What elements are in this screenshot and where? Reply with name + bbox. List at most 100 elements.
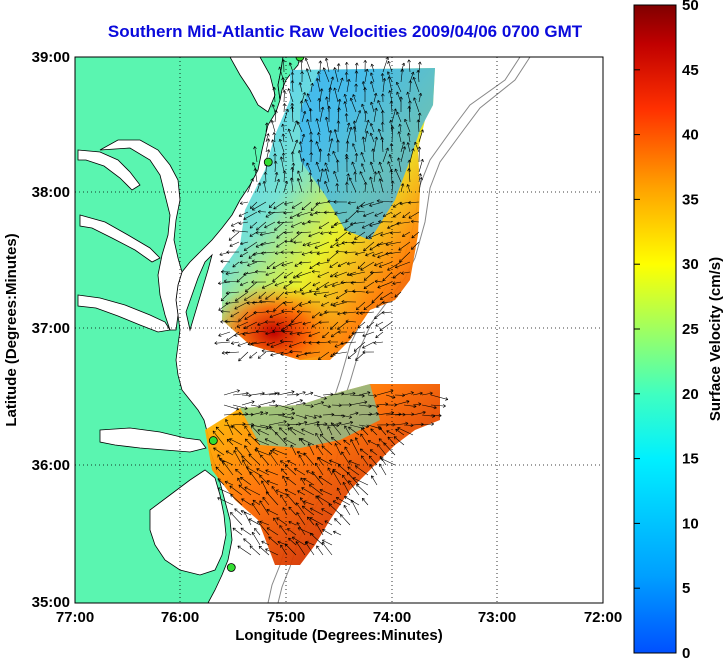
velocity-arrow	[374, 261, 384, 267]
velocity-arrow	[239, 260, 249, 265]
velocity-arrow	[281, 59, 286, 73]
velocity-arrow	[333, 87, 339, 103]
velocity-arrow	[226, 331, 240, 342]
velocity-arrow	[259, 299, 276, 304]
velocity-arrow	[217, 487, 234, 496]
velocity-arrow	[408, 200, 420, 205]
velocity-arrow	[337, 107, 341, 123]
velocity-arrow	[309, 152, 313, 163]
velocity-arrow	[354, 62, 359, 73]
velocity-arrow	[323, 291, 339, 298]
velocity-arrow	[284, 201, 294, 206]
velocity-arrow	[259, 399, 276, 406]
velocity-arrow	[410, 241, 420, 250]
velocity-arrow	[217, 454, 225, 466]
velocity-arrow	[369, 72, 375, 83]
velocity-arrow	[324, 310, 339, 314]
velocity-arrow	[284, 488, 297, 496]
velocity-arrow	[388, 154, 393, 163]
velocity-vectors	[212, 57, 449, 556]
potomac-river	[77, 149, 141, 191]
velocity-arrow	[393, 436, 405, 446]
velocity-arrow	[275, 431, 288, 446]
velocity-arrow	[379, 456, 387, 466]
velocity-arrow	[363, 281, 375, 289]
velocity-arrow	[329, 271, 339, 278]
velocity-arrow	[344, 289, 357, 293]
velocity-arrow	[244, 281, 258, 293]
velocity-arrow	[327, 467, 333, 476]
velocity-arrow	[251, 259, 267, 264]
velocity-arrow	[298, 261, 312, 265]
delmarva-peninsula	[185, 253, 213, 332]
velocity-arrow	[281, 152, 286, 163]
velocity-arrow	[404, 118, 411, 133]
velocity-arrow	[309, 517, 324, 526]
velocity-arrow	[263, 171, 268, 183]
velocity-arrow	[261, 540, 270, 546]
velocity-arrow	[370, 63, 375, 73]
velocity-arrow	[303, 478, 315, 486]
velocity-arrow	[369, 241, 384, 251]
velocity-arrow	[268, 412, 286, 417]
velocity-arrow	[378, 426, 387, 436]
velocity-arrow	[381, 310, 393, 315]
velocity-arrow	[238, 211, 249, 217]
velocity-arrow	[250, 404, 261, 409]
velocity-arrow	[328, 503, 342, 516]
velocity-arrow	[350, 439, 360, 456]
velocity-arrow	[336, 487, 342, 496]
velocity-arrow	[251, 300, 267, 305]
velocity-arrow	[245, 466, 261, 476]
velocity-arrow	[293, 271, 303, 279]
velocity-arrow	[330, 436, 342, 446]
velocity-arrow	[247, 178, 254, 193]
velocity-arrow	[237, 341, 249, 347]
velocity-arrow	[348, 426, 360, 436]
velocity-arrow	[321, 445, 333, 456]
velocity-arrow	[385, 422, 396, 427]
velocity-arrow	[275, 489, 288, 496]
velocity-arrow	[417, 146, 422, 163]
colorbar-tick-label: 45	[682, 62, 699, 79]
velocity-arrow	[260, 251, 276, 255]
velocity-arrow	[296, 271, 312, 278]
velocity-arrow	[407, 105, 412, 123]
velocity-arrow	[362, 341, 375, 349]
velocity-arrow	[284, 543, 297, 556]
velocity-arrow	[213, 447, 225, 456]
velocity-arrow	[291, 201, 303, 209]
delaware-bay	[229, 57, 276, 113]
velocity-arrow	[273, 301, 285, 312]
velocity-arrow	[401, 271, 411, 275]
velocity-arrow	[344, 113, 349, 123]
velocity-arrow	[266, 261, 276, 270]
velocity-arrow	[314, 210, 330, 215]
velocity-arrow	[250, 425, 261, 436]
velocity-arrow	[287, 88, 294, 103]
velocity-arrow	[217, 497, 234, 506]
velocity-arrow	[327, 426, 333, 436]
velocity-arrow	[279, 156, 285, 173]
velocity-arrow	[248, 433, 261, 446]
velocity-arrow	[396, 111, 402, 123]
velocity-arrow	[340, 514, 351, 526]
velocity-arrow	[341, 241, 357, 245]
velocity-arrow	[352, 94, 357, 103]
velocity-arrow	[255, 230, 267, 235]
velocity-arrow	[349, 97, 357, 113]
velocity-arrow	[349, 271, 366, 277]
velocity-arrow	[394, 421, 409, 426]
velocity-arrow	[296, 522, 306, 536]
velocity-arrow	[322, 392, 334, 397]
velocity-arrow	[317, 351, 330, 360]
velocity-arrow	[249, 471, 261, 486]
velocity-arrow	[329, 261, 339, 268]
velocity-arrow	[298, 141, 303, 153]
velocity-arrow	[421, 422, 435, 426]
colorbar-tick-label: 15	[682, 451, 699, 468]
velocity-arrow	[374, 279, 384, 284]
velocity-arrow	[271, 486, 279, 496]
velocity-arrow	[365, 231, 375, 239]
velocity-arrow	[288, 537, 297, 546]
